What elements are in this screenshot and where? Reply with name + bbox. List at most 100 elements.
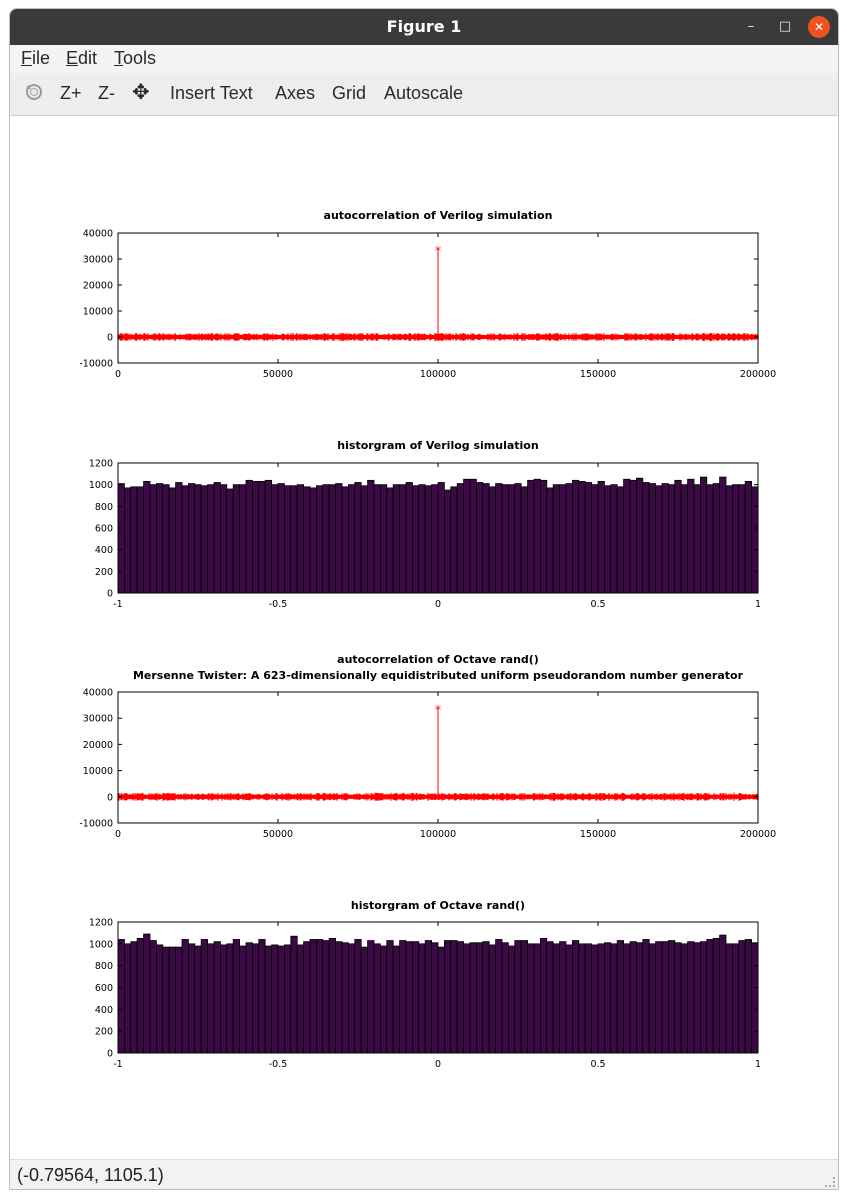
x-tick-label: 1 [755, 1059, 761, 1070]
x-tick-label: 0 [115, 829, 121, 840]
histogram-bar [303, 941, 311, 1054]
histogram-bar [623, 943, 631, 1054]
histogram-bar [540, 479, 548, 594]
histogram-bar [149, 484, 157, 594]
histogram-bar [424, 485, 433, 594]
histogram-bar [488, 944, 497, 1054]
histogram-bar [719, 934, 727, 1054]
histogram-bar [258, 939, 266, 1054]
histogram-bar [700, 941, 708, 1054]
histogram-bar [636, 477, 644, 594]
histogram-bar [680, 943, 689, 1054]
histogram-bar [245, 942, 253, 1054]
menu-tools[interactable]: Tools [114, 48, 156, 69]
histogram-bar [597, 943, 605, 1054]
histogram-bar [687, 941, 695, 1054]
menu-edit[interactable]: Edit [66, 48, 97, 69]
histogram-bar [322, 484, 330, 594]
histogram-bar [168, 487, 176, 594]
y-tick-label: 600 [95, 524, 113, 535]
histogram-bar [187, 943, 196, 1054]
histogram-bar [604, 942, 612, 1054]
menu-file[interactable]: File [21, 48, 50, 69]
histogram-bar [354, 939, 362, 1054]
menu-file-mnemonic: F [21, 48, 32, 68]
histogram-bar [328, 484, 337, 594]
x-tick-label: 1 [755, 599, 761, 610]
histogram-bar [251, 943, 260, 1054]
histogram-bar [124, 943, 132, 1054]
histogram-bar [296, 944, 305, 1054]
histogram-bar [373, 484, 381, 594]
histogram-bar [315, 485, 324, 594]
autoscale-button[interactable]: Autoscale [384, 83, 464, 103]
histogram-bar [693, 484, 701, 594]
histogram-bar [143, 933, 151, 1054]
histogram-bar [437, 946, 445, 1054]
histogram-bar [271, 484, 279, 594]
x-tick-label: -1 [113, 1059, 122, 1070]
histogram-bar [661, 941, 669, 1054]
histogram-bar [533, 478, 541, 594]
histogram-bar [405, 482, 413, 594]
y-tick-label: 1200 [89, 459, 113, 470]
x-tick-label: -0.5 [269, 599, 288, 610]
rotate-button[interactable] [24, 82, 44, 107]
histogram-bar [251, 481, 260, 594]
y-tick-label: 30000 [83, 714, 113, 725]
menu-edit-label: dit [78, 48, 98, 68]
histogram-bar [379, 945, 388, 1054]
histogram-bar [213, 941, 221, 1054]
zoom-in-button[interactable]: Z+ [60, 83, 82, 103]
histogram-bar [219, 484, 228, 594]
menu-file-label: ile [32, 48, 51, 68]
resize-grip-icon[interactable] [825, 1177, 835, 1187]
histogram-bar [712, 483, 721, 594]
histogram-bar [655, 485, 663, 594]
histogram-bar [546, 487, 554, 594]
histogram-bar [200, 485, 208, 594]
minimize-icon[interactable]: – [747, 19, 755, 34]
histogram-bar [751, 942, 759, 1054]
histogram-bar [117, 483, 125, 594]
zoom-out-button[interactable]: Z- [98, 83, 115, 103]
insert-text-button[interactable]: Insert Text [170, 83, 253, 103]
histogram-bar [162, 946, 170, 1054]
pan-icon[interactable]: ✥ [132, 81, 150, 104]
histogram-bar [693, 942, 701, 1054]
figure-window: Figure 1 – □ ✕ File Edit Tools Z+ Z- ✥ I… [9, 8, 839, 1190]
histogram-bar [124, 487, 132, 594]
axes-button[interactable]: Axes [275, 83, 316, 103]
title-bar[interactable]: Figure 1 – □ ✕ [10, 9, 838, 45]
x-tick-label: 0 [435, 1059, 441, 1070]
histogram-bar [668, 484, 676, 594]
status-bar: (-0.79564, 1105.1) [10, 1159, 838, 1189]
histogram-bar [527, 943, 535, 1054]
histogram-bar [392, 945, 401, 1054]
histogram-bar [354, 482, 362, 594]
close-icon[interactable]: ✕ [808, 16, 830, 38]
histogram-bar [559, 484, 567, 594]
histogram-bar [616, 486, 625, 594]
histogram-bar [309, 939, 317, 1054]
histogram-bar [648, 943, 657, 1054]
y-tick-label: 1200 [89, 918, 113, 929]
y-tick-label: 600 [95, 983, 113, 994]
histogram-bar [392, 484, 401, 594]
histogram-bar [629, 479, 637, 594]
figure-plots[interactable]: autocorrelation of Verilog simulation * 0 5… [10, 116, 838, 1159]
figure-canvas[interactable]: autocorrelation of Verilog simulation * 0 5… [10, 116, 838, 1159]
maximize-icon[interactable]: □ [778, 19, 792, 34]
histogram-bar [533, 943, 541, 1054]
chart-subtitle: Mersenne Twister: A 623-dimensionally eq… [133, 669, 744, 682]
histogram-bar [674, 942, 682, 1054]
histogram-bar [450, 486, 458, 594]
histogram-bar [405, 941, 413, 1054]
histogram-bar [271, 944, 279, 1054]
grid-button[interactable]: Grid [332, 83, 367, 103]
autocorrelation-peak-marker: * [435, 703, 441, 717]
histogram-bar [610, 484, 618, 594]
histogram-bar [290, 485, 298, 594]
histogram-bar [623, 478, 631, 594]
histogram-bar [629, 941, 637, 1054]
